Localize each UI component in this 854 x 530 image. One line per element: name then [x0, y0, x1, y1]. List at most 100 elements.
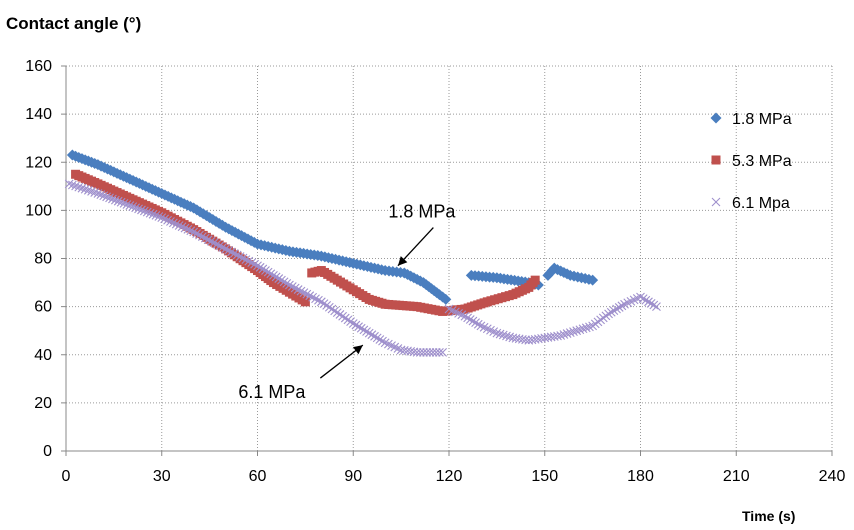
data-point [367, 330, 377, 340]
y-axis-title: Contact angle (°) [6, 14, 142, 33]
data-point [473, 319, 483, 329]
data-point [471, 318, 480, 328]
data-point [308, 292, 318, 302]
data-point [67, 180, 77, 190]
data-point [502, 331, 511, 341]
legend-item: 6.1 Mpa [711, 195, 790, 212]
x-tick-label: 180 [627, 468, 654, 485]
data-point [438, 347, 448, 357]
data-point [197, 232, 207, 242]
data-point [71, 181, 80, 191]
y-tick-label: 20 [34, 395, 52, 412]
data-point [122, 200, 132, 209]
grid-layer [66, 65, 833, 451]
x-tick-label: 210 [723, 468, 750, 485]
data-point [617, 301, 627, 311]
data-point [142, 207, 152, 217]
y-tick-label: 160 [25, 58, 52, 75]
data-point [465, 315, 475, 324]
data-point [348, 319, 358, 328]
data-point [93, 189, 103, 198]
data-point [238, 253, 248, 263]
data-point [261, 266, 270, 275]
data-point [87, 187, 96, 196]
data-point [139, 206, 149, 216]
data-point [157, 213, 167, 222]
data-point [606, 307, 616, 317]
data-point [110, 195, 120, 205]
legend-marker [711, 197, 721, 207]
y-tick-label: 60 [34, 299, 52, 316]
data-point [316, 297, 326, 307]
data-point [212, 239, 222, 249]
legend-label: 6.1 Mpa [732, 195, 790, 212]
data-point [177, 222, 187, 232]
data-point [229, 249, 239, 258]
data-point [572, 326, 582, 336]
data-point [266, 269, 276, 279]
data-point [521, 335, 530, 345]
data-point [203, 235, 213, 245]
data-point [189, 227, 199, 237]
data-point [425, 347, 435, 357]
data-point [370, 331, 379, 341]
x-tick-label: 30 [153, 468, 171, 485]
data-point [279, 277, 289, 287]
series-layer [64, 149, 661, 357]
data-point [530, 275, 540, 285]
data-point [495, 329, 505, 339]
data-point [362, 327, 371, 336]
annotation-layer: 1.8 MPa 6.1 MPa [238, 202, 456, 402]
data-point [263, 267, 273, 277]
data-point [415, 347, 425, 357]
data-point [186, 226, 196, 236]
legend-item: 5.3 MPa [711, 153, 792, 170]
data-point [364, 328, 374, 338]
data-point [354, 322, 363, 332]
data-point [174, 221, 184, 230]
data-point [105, 193, 114, 203]
legend-label: 5.3 MPa [732, 153, 792, 170]
data-point [585, 322, 594, 332]
data-point [137, 205, 146, 215]
data-point [338, 311, 348, 321]
data-point [646, 299, 656, 308]
data-point [102, 192, 112, 202]
data-point [119, 198, 129, 208]
data-point [215, 241, 225, 251]
data-point [498, 330, 508, 340]
data-point [296, 286, 306, 296]
data-point [431, 347, 441, 357]
data-point [258, 264, 268, 274]
data-point [359, 325, 369, 335]
y-tick-label: 100 [25, 202, 52, 219]
data-point [460, 311, 470, 321]
data-point [343, 315, 353, 325]
data-point [314, 295, 323, 305]
data-point [340, 313, 350, 323]
data-point [641, 295, 651, 305]
data-point [375, 335, 385, 344]
data-point [649, 300, 659, 310]
data-point [180, 223, 190, 233]
data-point [565, 328, 575, 338]
data-point [428, 347, 438, 357]
data-point [128, 202, 138, 212]
data-point [569, 327, 578, 337]
legend-item: 1.8 MPa [710, 111, 792, 128]
data-point [419, 347, 428, 357]
data-point [77, 183, 87, 193]
legend-marker [710, 112, 722, 124]
legend: 1.8 MPa 5.3 MPa 6.1 Mpa [710, 111, 792, 212]
y-tick-label: 140 [25, 106, 52, 123]
data-point [80, 184, 90, 194]
data-point [148, 209, 158, 219]
data-point [299, 288, 309, 298]
data-point [255, 262, 265, 272]
data-point [285, 280, 294, 290]
y-tick-label: 120 [25, 154, 52, 171]
data-point [163, 215, 172, 225]
annotation-label: 6.1 MPa [238, 382, 306, 402]
x-axis-title: Time (s) [742, 508, 796, 524]
data-point [221, 244, 230, 254]
